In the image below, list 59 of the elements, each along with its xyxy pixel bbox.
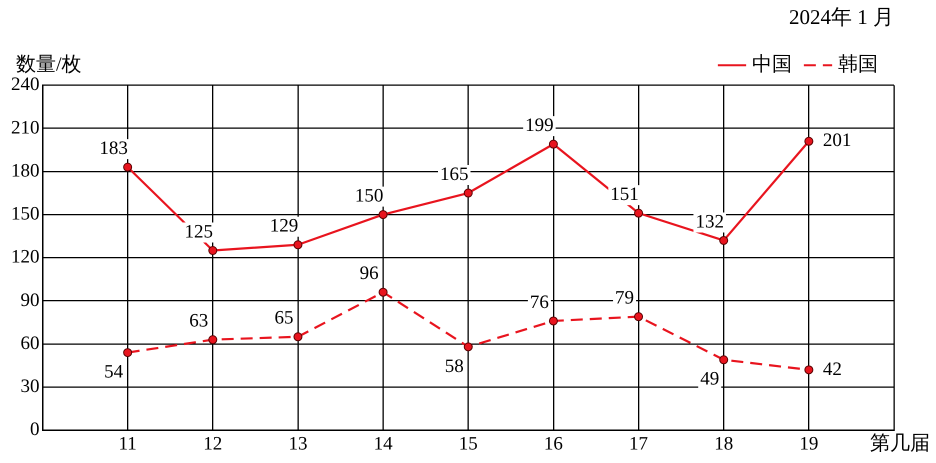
x-tick-label: 13 (288, 434, 308, 455)
x-tick-label: 16 (544, 434, 563, 455)
point (378, 288, 388, 297)
x-tick-label: 15 (458, 434, 478, 455)
y-tick-label: 30 (20, 376, 40, 398)
data-label: 96 (360, 263, 379, 284)
data-label: 165 (440, 164, 468, 185)
y-axis-title: 数量/枚 (16, 53, 82, 76)
point (719, 236, 728, 245)
point (804, 365, 814, 374)
data-label: 151 (610, 184, 639, 206)
x-tick-label: 17 (629, 434, 648, 455)
y-tick-label: 210 (11, 117, 40, 138)
x-tick-label: 19 (799, 434, 818, 455)
y-tick-label: 0 (30, 419, 40, 440)
point (719, 355, 728, 364)
data-label: 79 (615, 288, 634, 309)
point (123, 348, 132, 358)
point (548, 140, 558, 149)
data-label: 42 (822, 358, 842, 380)
y-tick-label: 180 (11, 160, 40, 182)
data-label: 125 (184, 221, 214, 242)
point (804, 136, 814, 146)
point (464, 342, 473, 352)
point (378, 210, 388, 220)
y-tick-label: 240 (11, 74, 40, 96)
data-label: 54 (104, 362, 124, 383)
x-tick-label: 14 (374, 434, 394, 455)
point (293, 240, 302, 250)
data-label: 132 (695, 211, 724, 232)
legend-label: 中国 (752, 53, 792, 76)
data-label: 76 (530, 292, 549, 313)
x-tick-label: 12 (203, 434, 222, 455)
data-label: 201 (822, 130, 852, 152)
x-tick-label: 18 (714, 434, 734, 455)
y-tick-label: 60 (20, 332, 40, 354)
y-tick-label: 90 (20, 290, 40, 311)
data-label: 49 (700, 368, 720, 390)
x-tick-label: 11 (118, 434, 137, 455)
point (123, 162, 132, 172)
data-label: 58 (444, 356, 464, 377)
y-tick-label: 150 (11, 204, 40, 225)
data-label: 65 (274, 308, 294, 329)
data-label: 63 (189, 310, 208, 332)
point (464, 188, 473, 198)
y-tick-label: 120 (11, 246, 40, 268)
chart-title: 2024年 1 月 (789, 5, 894, 30)
point (634, 312, 644, 322)
data-label: 129 (270, 216, 298, 237)
point (634, 208, 644, 218)
data-label: 150 (354, 186, 384, 207)
point (208, 335, 218, 344)
data-label: 183 (99, 138, 128, 160)
point (208, 246, 218, 256)
legend-label: 韩国 (838, 53, 878, 76)
point (293, 332, 302, 342)
data-label: 199 (525, 115, 554, 136)
x-axis-title: 第几届 (870, 432, 930, 454)
point (548, 316, 558, 326)
